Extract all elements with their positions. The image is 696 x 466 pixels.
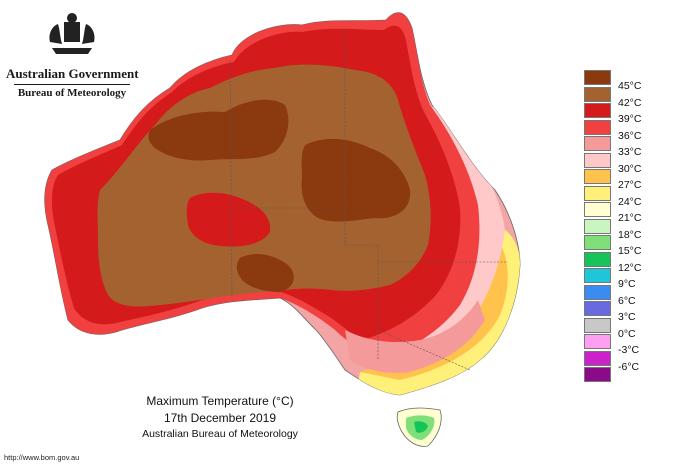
legend-swatch bbox=[584, 152, 611, 168]
legend-label: 30°C bbox=[618, 162, 642, 175]
zone-45c-central bbox=[301, 138, 411, 222]
agency-logo: Australian Government Bureau of Meteorol… bbox=[6, 8, 139, 99]
legend-label: 27°C bbox=[618, 179, 642, 191]
legend-label: 9°C bbox=[618, 278, 636, 290]
legend-label: -3°C bbox=[618, 344, 640, 356]
zone-27c bbox=[360, 235, 508, 380]
legend-swatch bbox=[584, 119, 611, 135]
legend-label: 12°C bbox=[618, 261, 642, 274]
legend-swatch bbox=[584, 169, 611, 184]
legend-swatch bbox=[584, 136, 611, 151]
legend-swatch bbox=[584, 301, 611, 316]
government-name: Australian Government bbox=[6, 66, 139, 81]
legend-swatch bbox=[584, 185, 611, 201]
legend-swatch bbox=[584, 350, 611, 366]
footer-url[interactable]: http://www.bom.gov.au bbox=[4, 453, 80, 462]
logo-divider bbox=[14, 84, 130, 85]
legend-swatch bbox=[584, 103, 611, 118]
legend-label: 24°C bbox=[618, 195, 642, 208]
map-source: Australian Bureau of Meteorology bbox=[142, 428, 298, 440]
mainland bbox=[44, 12, 521, 396]
coat-of-arms-icon bbox=[49, 13, 95, 54]
legend-label: 18°C bbox=[618, 228, 642, 241]
legend-label: 3°C bbox=[618, 311, 636, 323]
border-nsw-vic bbox=[377, 329, 471, 371]
legend-label: 15°C bbox=[618, 245, 642, 257]
legend-label: 39°C bbox=[618, 113, 642, 125]
legend-swatch bbox=[584, 86, 611, 102]
legend-label: 6°C bbox=[618, 294, 636, 307]
zone-39c-pocket bbox=[186, 192, 271, 247]
state-borders bbox=[229, 30, 508, 371]
zone-30c bbox=[370, 100, 505, 370]
legend-swatch bbox=[584, 70, 611, 85]
map-caption: Maximum Temperature (°C) 17th December 2… bbox=[140, 394, 300, 440]
legend-swatch bbox=[584, 202, 611, 217]
zone-45c-south bbox=[236, 254, 294, 292]
legend-swatch bbox=[584, 317, 611, 333]
legend-label: 45°C bbox=[618, 80, 642, 92]
tasmania-zone-12c bbox=[414, 421, 428, 433]
legend-swatch bbox=[584, 235, 611, 250]
map-title: Maximum Temperature (°C) bbox=[146, 394, 294, 408]
border-wa bbox=[229, 59, 233, 299]
zone-24c bbox=[355, 230, 521, 396]
zone-39c-qld bbox=[386, 29, 446, 180]
bureau-name: Bureau of Meteorology bbox=[17, 87, 127, 99]
legend-label: 0°C bbox=[618, 327, 636, 340]
legend-swatch bbox=[584, 218, 611, 234]
zone-33c-se bbox=[345, 300, 485, 373]
legend-swatch bbox=[584, 334, 611, 349]
legend-swatch bbox=[584, 367, 611, 382]
legend-label: 21°C bbox=[618, 212, 642, 224]
legend-swatch bbox=[584, 268, 611, 283]
tasmania bbox=[396, 407, 442, 447]
zone-45c-west bbox=[148, 99, 289, 161]
map-date: 17th December 2019 bbox=[163, 411, 277, 425]
legend-label: 33°C bbox=[618, 146, 642, 158]
legend-label: -6°C bbox=[618, 360, 640, 373]
legend-label: 42°C bbox=[618, 96, 642, 109]
legend-label: 36°C bbox=[618, 129, 642, 142]
legend-swatch bbox=[584, 284, 611, 300]
temperature-legend: 45°C 42°C 39°C 36°C 33°C 30°C 27°C 24°C 21°C 18°C… bbox=[584, 70, 654, 386]
legend-swatch bbox=[584, 251, 611, 267]
